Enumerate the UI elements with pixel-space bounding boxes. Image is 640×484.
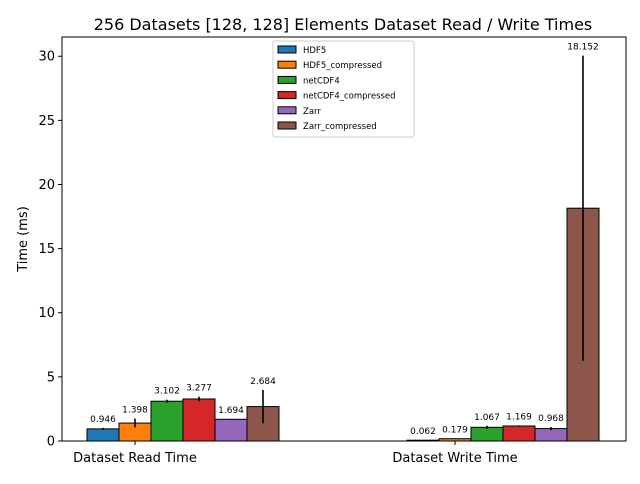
chart-title: 256 Datasets [128, 128] Elements Dataset… <box>94 15 593 34</box>
y-tick-label-15: 15 <box>38 242 55 257</box>
data-label-zarr-compressed-dataset-read-time: 2.684 <box>250 377 276 387</box>
y-tick-label-0: 0 <box>47 435 55 450</box>
legend: HDF5 HDF5_compressed netCDF4 netCDF4_compre… <box>272 40 415 138</box>
data-label-netcdf4-dataset-write-time: 1.067 <box>474 413 500 423</box>
data-label-hdf5-compressed-dataset-read-time: 1.398 <box>122 406 148 416</box>
bar-hdf5-dataset-read-time <box>86 428 120 442</box>
x-tick-label-dataset-read-time: Dataset Read Time <box>73 451 197 466</box>
data-label-hdf5-dataset-read-time: 0.946 <box>90 415 116 425</box>
bars-layer <box>86 207 600 442</box>
bar-netcdf4-compressed-dataset-write-time <box>502 425 536 442</box>
data-label-zarr-compressed-dataset-write-time: 18.152 <box>567 43 599 53</box>
bar-netcdf4-compressed-dataset-read-time <box>182 398 216 442</box>
data-label-zarr-dataset-write-time: 0.968 <box>538 414 564 424</box>
legend-label-zarr: Zarr <box>303 107 321 117</box>
bar-zarr-dataset-write-time <box>534 428 568 442</box>
data-label-netcdf4-dataset-read-time: 3.102 <box>154 387 180 397</box>
legend-swatch-netcdf4 <box>277 75 297 84</box>
y-tick-label-5: 5 <box>47 370 55 385</box>
plot-frame <box>61 36 627 442</box>
legend-label-netcdf4-compressed: netCDF4_compressed <box>303 92 396 102</box>
legend-swatch-hdf5-compressed <box>277 60 297 69</box>
error-bars-layer <box>102 55 584 441</box>
legend-label-netcdf4: netCDF4 <box>303 76 340 86</box>
legend-label-hdf5-compressed: HDF5_compressed <box>303 61 382 71</box>
legend-swatch-zarr <box>277 106 297 115</box>
y-tick-label-30: 30 <box>38 50 55 65</box>
y-tick-label-10: 10 <box>38 306 55 321</box>
bar-zarr-dataset-read-time <box>214 418 248 442</box>
data-label-hdf5-dataset-write-time: 0.062 <box>410 427 436 437</box>
y-tick-label-20: 20 <box>38 178 55 193</box>
bar-netcdf4-dataset-read-time <box>150 400 184 442</box>
data-label-netcdf4-compressed-dataset-write-time: 1.169 <box>506 412 532 422</box>
legend-swatch-hdf5 <box>277 45 297 54</box>
axes-layer: 0 5 10 15 20 25 30 Dataset Read Time Dataset Wri… <box>38 50 517 466</box>
data-label-zarr-dataset-read-time: 1.694 <box>218 406 244 416</box>
y-tick-label-25: 25 <box>38 114 55 129</box>
y-axis-label: Time (ms) <box>16 206 31 273</box>
legend-label-hdf5: HDF5 <box>303 46 326 56</box>
bar-netcdf4-dataset-write-time <box>470 426 504 442</box>
legend-swatch-zarr-compressed <box>277 121 297 130</box>
legend-label-zarr-compressed: Zarr_compressed <box>303 122 377 132</box>
legend-swatch-netcdf4-compressed <box>277 91 297 100</box>
data-label-hdf5-compressed-dataset-write-time: 0.179 <box>442 425 468 435</box>
data-label-netcdf4-compressed-dataset-read-time: 3.277 <box>186 384 212 394</box>
x-tick-label-dataset-write-time: Dataset Write Time <box>392 451 517 466</box>
data-labels-layer: 0.946 0.062 1.398 0.179 3.102 1.067 3.277 1.169… <box>90 43 599 438</box>
legend-frame <box>272 40 415 138</box>
